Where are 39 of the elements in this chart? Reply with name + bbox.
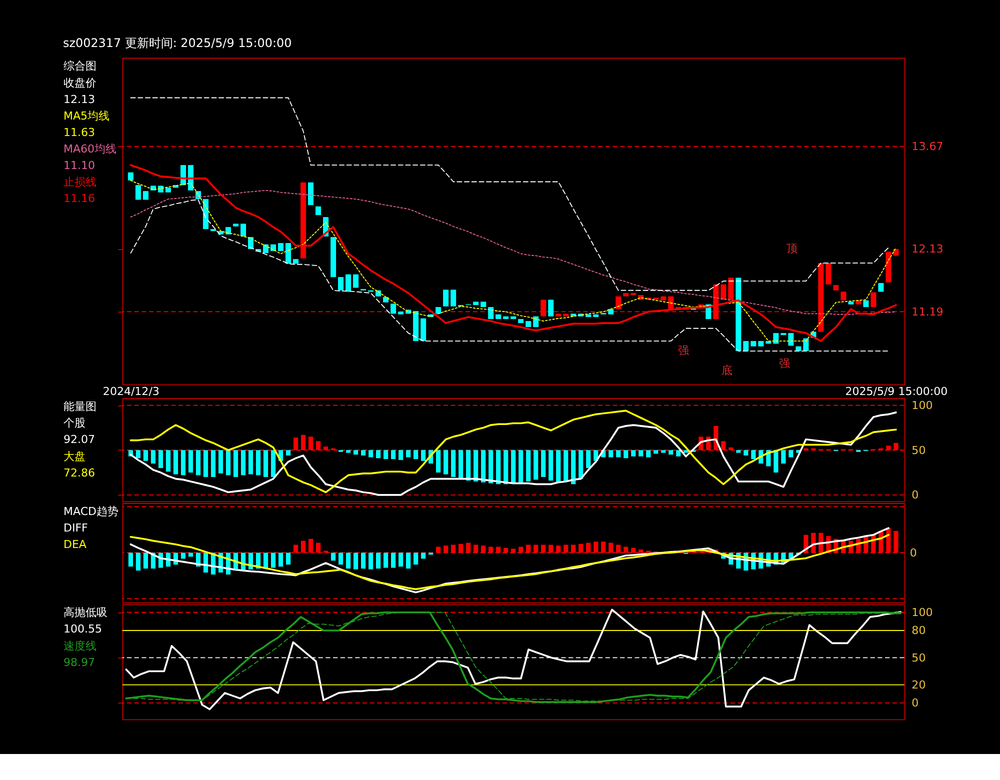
chart-title: 高抛低吸 (63, 606, 108, 620)
y-tick-label: 100 (912, 399, 933, 412)
text: 11.10 (63, 159, 96, 172)
annotation: 顶 (786, 242, 798, 255)
text: 11.63 (63, 126, 96, 139)
y-tick-label: 50 (912, 444, 926, 457)
chart-title: 能量图 (63, 400, 96, 414)
y-tick-label: 12.13 (912, 242, 944, 256)
text: MA60均线 (63, 142, 117, 156)
chart-subtitle: 综合图 (63, 60, 96, 73)
annotation: 强 (678, 344, 690, 357)
y-tick-label: 50 (912, 651, 926, 664)
chart-title: MACD趋势 (63, 504, 119, 518)
annotation: 底 (721, 364, 732, 378)
text: 大盘 (63, 450, 86, 463)
y-tick-label: 80 (912, 624, 926, 638)
y-tick-label: 20 (912, 678, 926, 692)
y-axis-title: 收盘价 (63, 76, 96, 90)
y-tick-label: 13.67 (912, 140, 944, 154)
y-tick-label: 0 (912, 696, 919, 710)
text: 98.97 (63, 656, 96, 669)
text: 11.16 (63, 192, 96, 206)
text: 100.55 (63, 622, 102, 636)
text: DEA (63, 538, 87, 552)
text: 个股 (63, 416, 86, 430)
x-tick-label: 2024/12/3 (102, 384, 160, 398)
text: 12.13 (63, 92, 96, 106)
y-tick-label: 100 (912, 606, 933, 620)
text: 速度线 (63, 639, 96, 652)
annotation: 强 (779, 356, 790, 370)
y-tick-label: 11.19 (912, 305, 944, 318)
text: MA5均线 (63, 109, 110, 122)
x-tick-label: 2025/5/9 15:00:00 (845, 384, 948, 398)
y-tick-label: 0 (912, 488, 919, 502)
text: DIFF (63, 522, 88, 535)
text: 92.07 (63, 433, 96, 446)
text: 止损线 (63, 176, 96, 189)
chart-title: sz002317 更新时间: 2025/5/9 15:00:00 (63, 36, 292, 50)
text: 72.86 (63, 466, 96, 480)
